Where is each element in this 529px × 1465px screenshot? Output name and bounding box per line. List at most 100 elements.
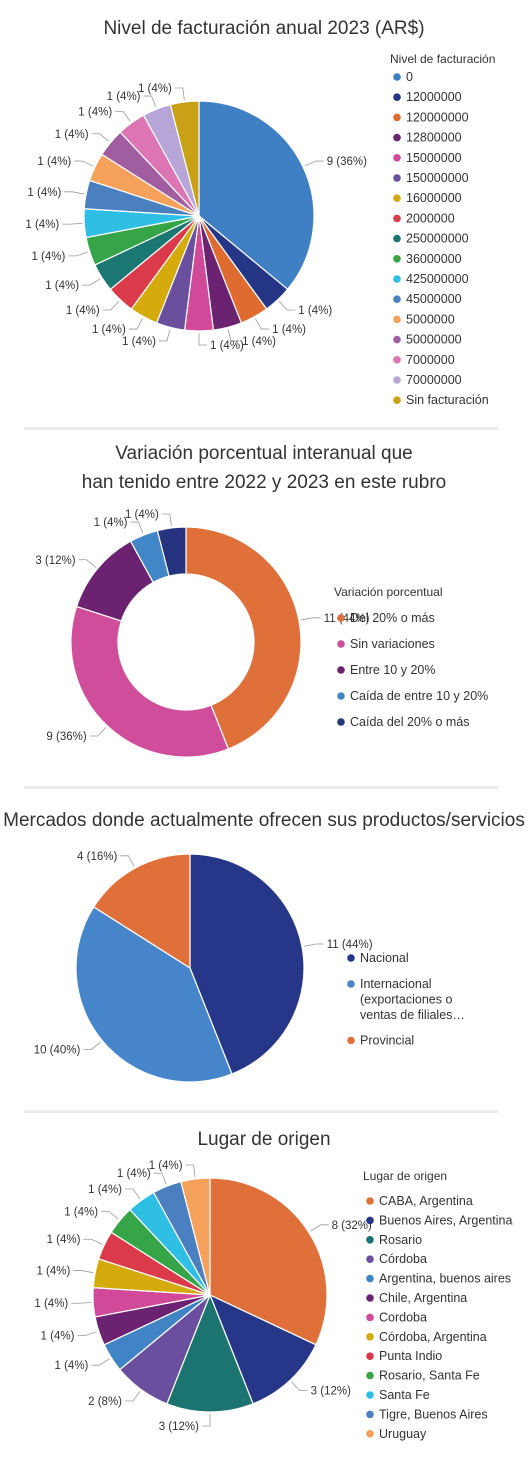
- chart-title: Lugar de origen: [197, 1129, 330, 1150]
- legend-label: Tigre, Buenos Aires: [379, 1407, 488, 1421]
- data-label: 1 (4%): [55, 1360, 89, 1372]
- data-label: 2 (8%): [88, 1396, 122, 1408]
- legend-swatch: [337, 692, 345, 700]
- data-label: 3 (12%): [159, 1421, 199, 1433]
- leader-line: [198, 333, 207, 346]
- leader-line: [291, 1381, 308, 1391]
- data-label: 1 (4%): [31, 251, 65, 263]
- leader-line: [304, 160, 324, 167]
- legend-label: Sin variaciones: [350, 637, 435, 651]
- leader-line: [303, 943, 324, 947]
- leader-line: [227, 329, 240, 342]
- chart-1: Nivel de facturación anual 2023 (AR$) 9 (…: [25, 18, 495, 407]
- legend-label: Provincial: [360, 1034, 414, 1048]
- legend-label: 250000000: [406, 232, 469, 246]
- legend-title: Variación porcentual: [334, 585, 443, 599]
- leader-line: [77, 1331, 97, 1336]
- pie-slice: [166, 1293, 254, 1413]
- data-label: 10 (40%): [34, 1045, 81, 1057]
- pie-slice: [198, 100, 315, 291]
- leader-line: [130, 521, 144, 534]
- legend-label: CABA, Argentina: [379, 1194, 473, 1208]
- pie-slice: [75, 906, 233, 1083]
- leader-line: [120, 855, 135, 867]
- legend-swatch: [366, 1236, 374, 1244]
- data-label: 9 (36%): [327, 156, 367, 168]
- leader-line: [300, 617, 321, 621]
- legend-swatch: [366, 1430, 374, 1438]
- legend-swatch: [366, 1197, 374, 1205]
- pie-slice: [70, 605, 230, 758]
- chart-title-line: Variación porcentual interanual que: [115, 443, 413, 464]
- data-label: 1 (4%): [92, 324, 126, 336]
- legend-label: Córdoba, Argentina: [379, 1330, 487, 1344]
- data-label: 1 (4%): [298, 305, 332, 317]
- leader-line: [91, 1358, 110, 1366]
- legend-label: Chile, Argentina: [379, 1291, 467, 1305]
- legend-swatch: [347, 980, 355, 988]
- legend-swatch: [366, 1274, 374, 1283]
- legend-label: (exportaciones o: [360, 993, 452, 1007]
- data-label: 1 (4%): [88, 1184, 122, 1196]
- legend-swatch: [393, 133, 401, 142]
- data-label: 1 (4%): [66, 305, 100, 317]
- legend-label: 16000000: [406, 191, 462, 205]
- leader-line: [185, 1164, 196, 1177]
- legend-swatch: [337, 666, 345, 674]
- legend-label: 45000000: [406, 292, 462, 306]
- data-label: 1 (4%): [45, 280, 79, 292]
- pie-slice: [185, 526, 302, 750]
- legend-label: 36000000: [406, 252, 462, 266]
- data-label: 1 (4%): [55, 129, 89, 141]
- legend-swatch: [393, 376, 401, 384]
- leader-line: [78, 559, 97, 568]
- leader-line: [83, 1238, 103, 1245]
- data-label: 11 (44%): [324, 613, 370, 625]
- legend-swatch: [366, 1371, 374, 1380]
- legend-label: Entre 10 y 20%: [350, 663, 435, 677]
- legend-label: Caída de entre 10 y 20%: [350, 689, 488, 703]
- chart-title: Mercados donde actualmente ofrecen sus p…: [3, 810, 525, 831]
- leader-line: [64, 191, 85, 195]
- legend-label: 12800000: [406, 131, 462, 145]
- leader-line: [68, 251, 88, 257]
- legend-label: 120000000: [406, 110, 469, 124]
- legend-label: Internacional: [360, 977, 432, 991]
- chart-4: Lugar de origen 8 (32%) 3 (12%) 3 (12%) 2 (8…: [34, 1129, 512, 1441]
- data-label: 3 (12%): [311, 1385, 351, 1397]
- data-label: 1 (4%): [210, 340, 244, 352]
- legend-swatch: [366, 1294, 374, 1302]
- legend-label: 50000000: [406, 333, 462, 347]
- chart-title-line: han tenido entre 2022 y 2023 en este rub…: [82, 472, 446, 493]
- legend-title: Lugar de origen: [363, 1169, 447, 1183]
- leader-line: [115, 111, 131, 122]
- data-label: 1 (4%): [34, 1298, 68, 1310]
- legend-swatch: [393, 254, 401, 263]
- legend-swatch: [393, 396, 401, 405]
- data-label: 1 (4%): [242, 336, 276, 348]
- leader-line: [101, 1211, 119, 1220]
- legend-label: 15000000: [406, 151, 462, 165]
- leader-line: [74, 160, 94, 167]
- leader-line: [128, 318, 143, 330]
- legend-label: Del 20% o más: [350, 611, 435, 625]
- leader-line: [62, 222, 83, 225]
- legend-swatch: [393, 174, 401, 182]
- data-label: 8 (32%): [332, 1220, 372, 1232]
- data-label: 4 (16%): [77, 851, 117, 863]
- legend-swatch: [366, 1313, 374, 1322]
- data-label: 1 (4%): [117, 1168, 151, 1180]
- legend-swatch: [337, 640, 345, 648]
- data-label: 1 (4%): [27, 187, 61, 199]
- legend-swatch: [366, 1352, 374, 1360]
- data-label: 1 (4%): [272, 324, 306, 336]
- legend-label: 7000000: [406, 353, 455, 367]
- legend-swatch: [393, 113, 401, 122]
- chart-3: Mercados donde actualmente ofrecen sus p…: [3, 810, 525, 1083]
- legend-label: Argentina, buenos aires: [379, 1272, 511, 1286]
- leader-line: [125, 1391, 141, 1402]
- legend-swatch: [337, 614, 345, 622]
- data-label: 1 (4%): [94, 517, 128, 529]
- legend-label: Rosario, Santa Fe: [379, 1369, 480, 1383]
